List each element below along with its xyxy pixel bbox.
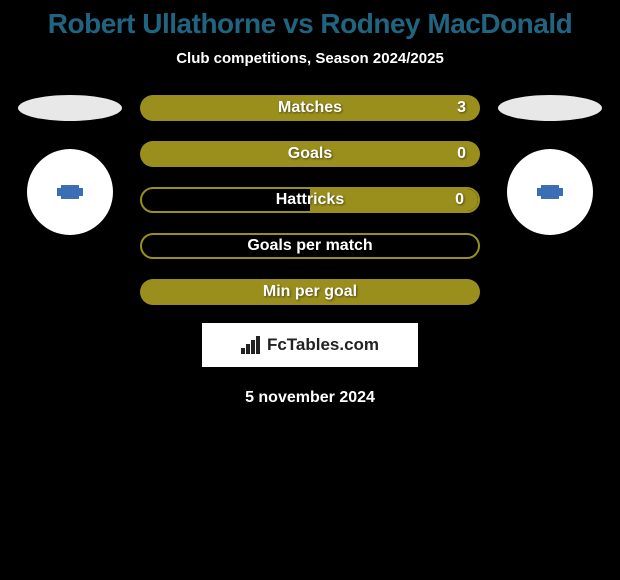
stat-right-value: 0 (457, 145, 466, 163)
right-club-badge (507, 149, 593, 235)
subtitle: Club competitions, Season 2024/2025 (0, 50, 620, 67)
stat-label: Min per goal (263, 283, 357, 301)
right-flag (498, 95, 602, 121)
logo-text: FcTables.com (267, 335, 379, 355)
left-flag (18, 95, 122, 121)
stat-label: Goals (288, 145, 332, 163)
shirt-icon (541, 185, 559, 199)
stat-bar-goals: Goals 0 (140, 141, 480, 167)
stat-right-value: 0 (455, 191, 464, 209)
stat-label: Goals per match (247, 237, 372, 255)
stat-bar-matches: Matches 3 (140, 95, 480, 121)
stats-column: Matches 3 Goals 0 Hattricks 0 Goals per … (140, 95, 480, 305)
left-player-col (10, 95, 130, 235)
shirt-icon (61, 185, 79, 199)
stat-label: Hattricks (276, 191, 344, 209)
source-logo: FcTables.com (202, 323, 418, 367)
stat-right-value: 3 (457, 99, 466, 117)
stat-label: Matches (278, 99, 342, 117)
left-club-badge (27, 149, 113, 235)
stat-bar-hattricks: Hattricks 0 (140, 187, 480, 213)
right-player-col (490, 95, 610, 235)
page-title: Robert Ullathorne vs Rodney MacDonald (0, 8, 620, 40)
date-label: 5 november 2024 (0, 389, 620, 407)
comparison-widget: Robert Ullathorne vs Rodney MacDonald Cl… (0, 0, 620, 407)
stat-bar-goals-per-match: Goals per match (140, 233, 480, 259)
stat-bar-min-per-goal: Min per goal (140, 279, 480, 305)
bar-chart-icon (241, 336, 263, 354)
main-row: Matches 3 Goals 0 Hattricks 0 Goals per … (0, 95, 620, 305)
